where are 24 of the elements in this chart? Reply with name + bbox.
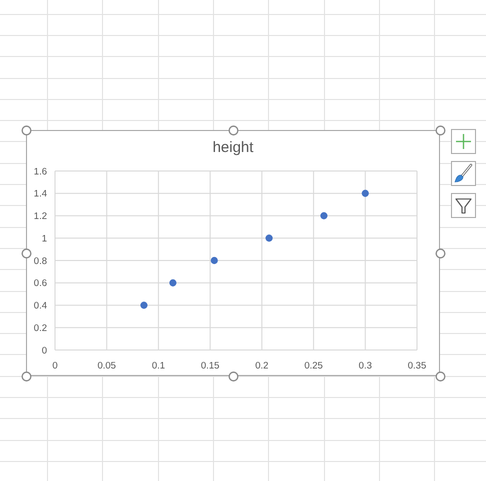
point — [266, 234, 273, 242]
x-tick-label: 0.35 — [408, 360, 426, 372]
y-tick-label: 1.6 — [34, 166, 47, 178]
x-tick-label: 0.2 — [255, 360, 268, 372]
point — [169, 279, 176, 286]
x-tick-label: 0 — [52, 360, 58, 372]
y-tick-label: 1 — [42, 233, 47, 244]
point — [320, 212, 328, 220]
x-tick-label: 0.15 — [200, 360, 220, 372]
y-tick-label: 0.4 — [34, 300, 47, 312]
x-tick-label: 0.1 — [152, 360, 166, 372]
y-tick-label: 0.6 — [34, 278, 47, 290]
point — [140, 302, 148, 309]
x-tick-label: 0.05 — [97, 360, 116, 372]
point — [362, 190, 369, 197]
chart-title: height — [212, 139, 254, 157]
x-tick-label: 0.25 — [304, 360, 323, 372]
y-tick-label: 0.8 — [34, 256, 47, 267]
y-tick-label: 1.2 — [34, 211, 47, 222]
point — [210, 256, 218, 264]
y-tick-label: 0 — [42, 345, 47, 356]
y-tick-label: 1.4 — [34, 188, 47, 200]
y-tick-label: 0.2 — [34, 322, 47, 334]
x-tick-label: 0.3 — [358, 360, 372, 372]
